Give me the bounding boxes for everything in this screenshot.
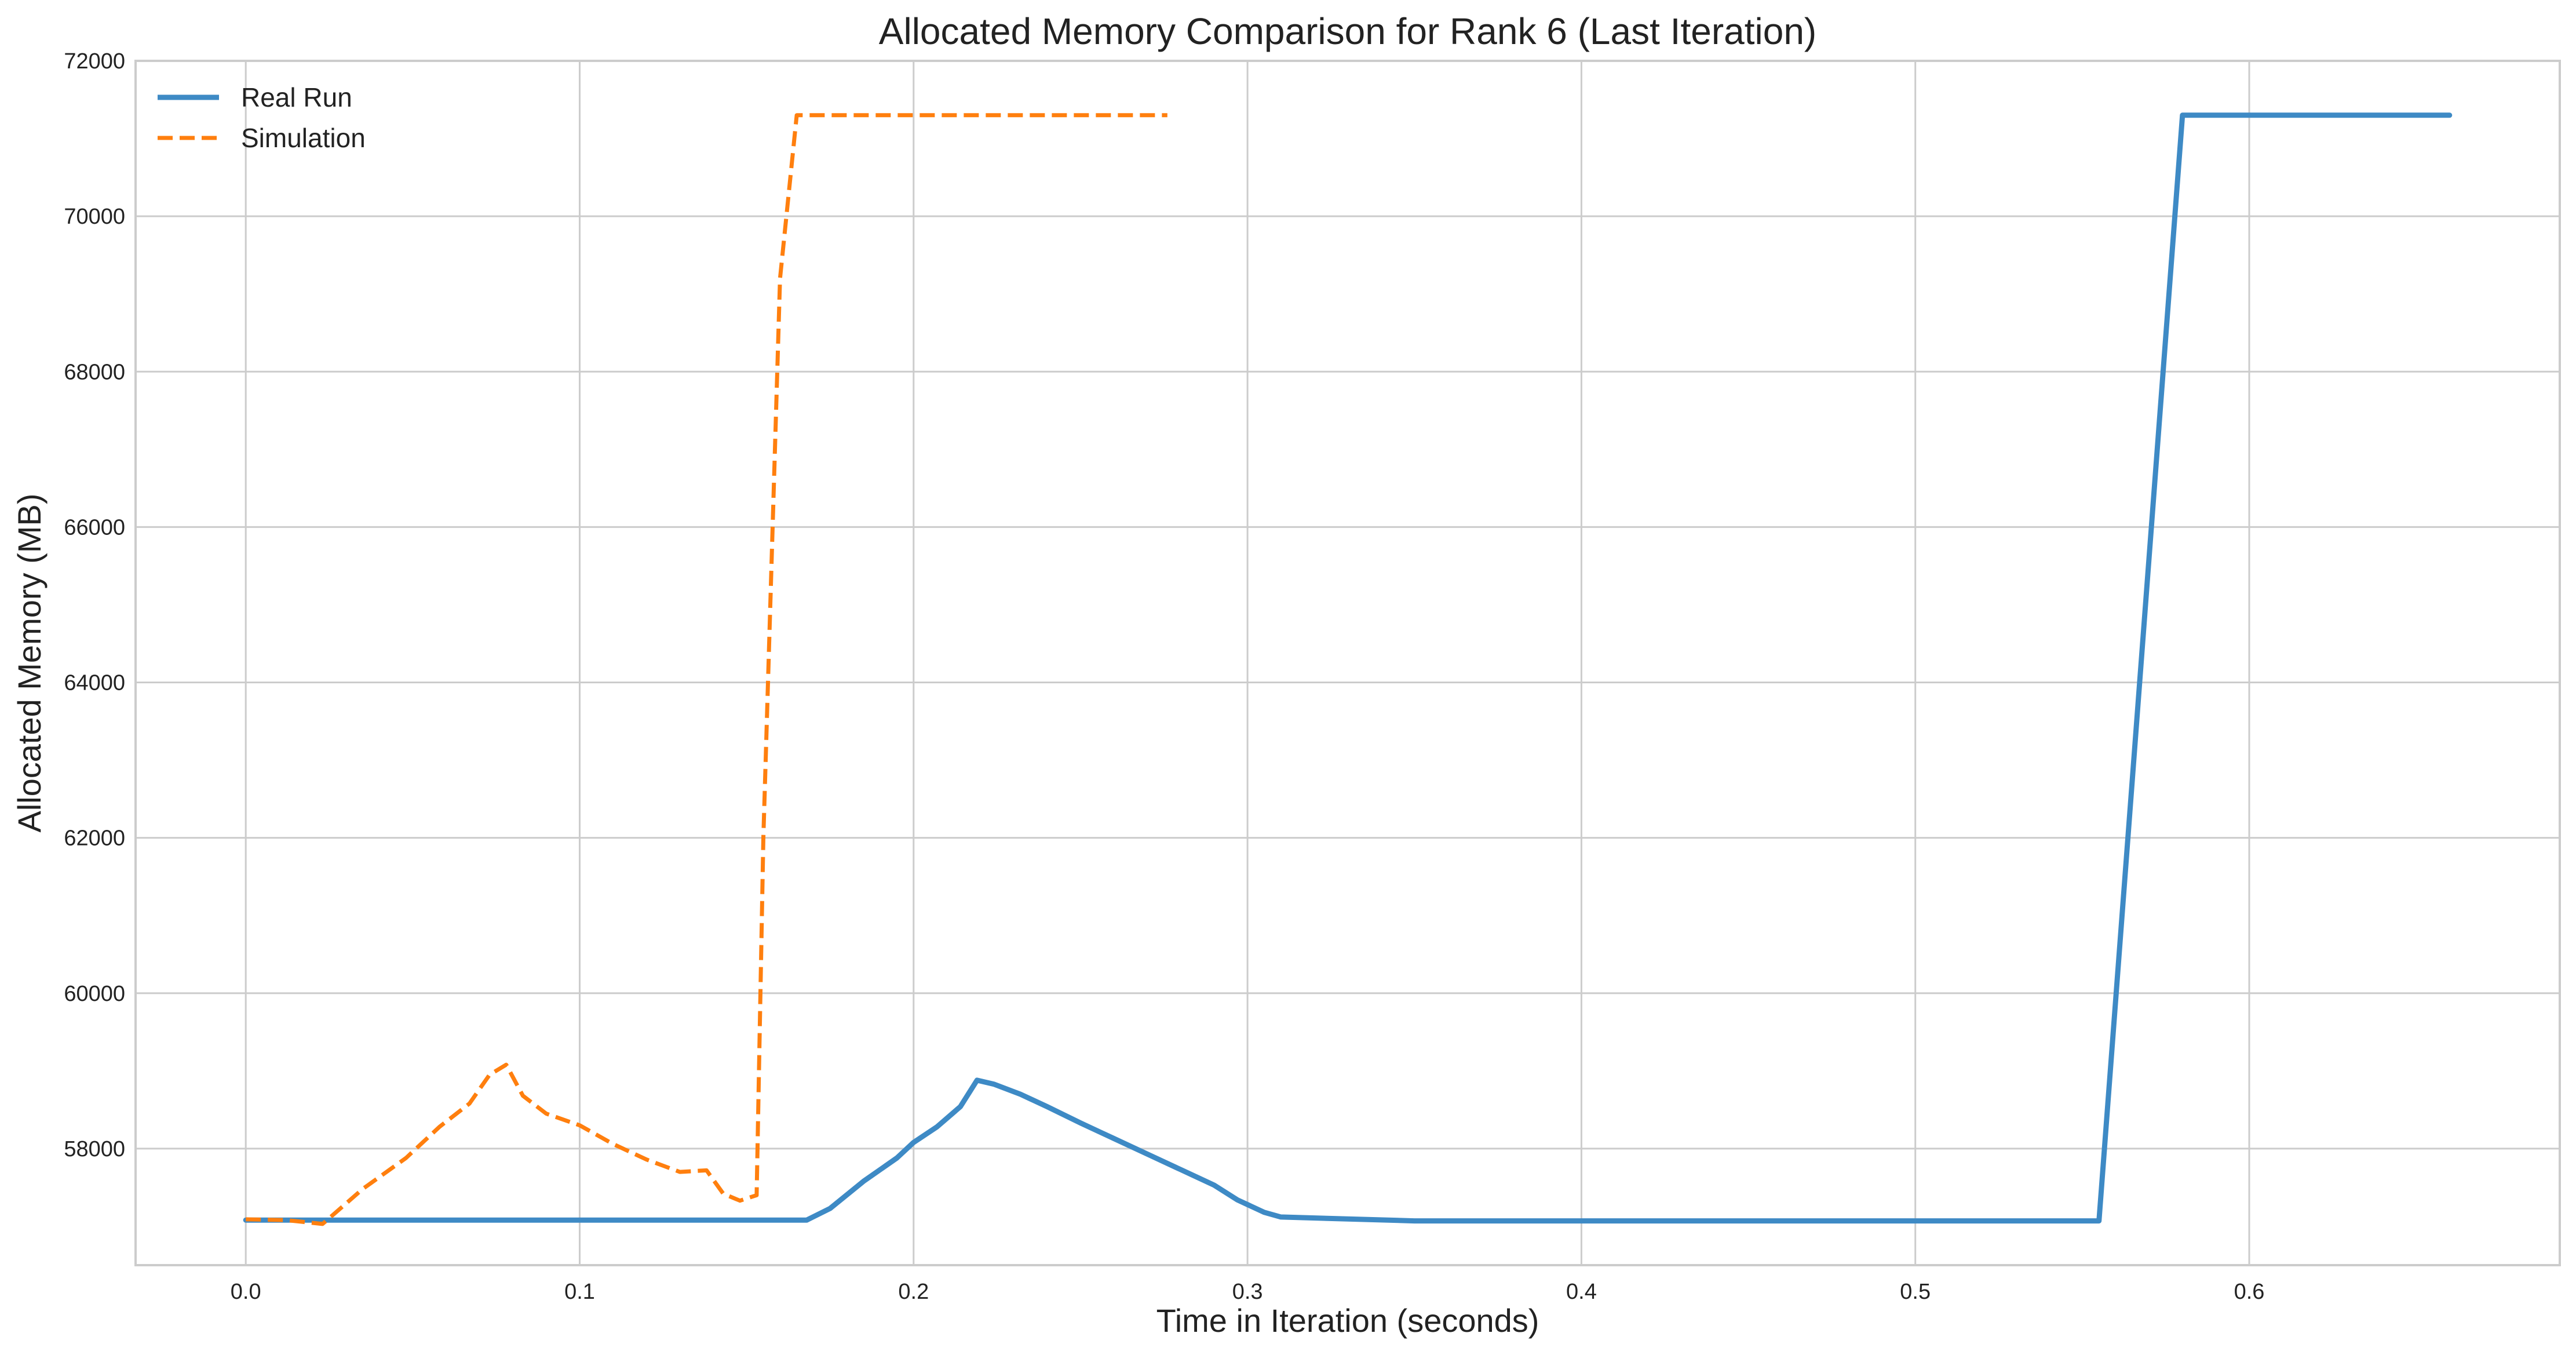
grid [136, 60, 2560, 1265]
x-tick-label: 0.3 [1232, 1280, 1263, 1304]
plot-area-frame [134, 60, 2561, 1266]
x-tick-label: 0.5 [1900, 1280, 1931, 1304]
y-axis-label: Allocated Memory (MB) [11, 493, 48, 832]
y-tick-label: 58000 [64, 1137, 125, 1161]
y-tick-label: 62000 [64, 826, 125, 851]
chart-title: Allocated Memory Comparison for Rank 6 (… [879, 10, 1816, 52]
y-tick-label: 70000 [64, 205, 125, 229]
x-tick-label: 0.1 [564, 1280, 595, 1304]
x-tick-label: 0.6 [2234, 1280, 2265, 1304]
y-tick-label: 68000 [64, 360, 125, 384]
x-tick-label: 0.0 [231, 1280, 261, 1304]
y-tick-label: 64000 [64, 671, 125, 695]
legend: Real Run Simulation [158, 82, 366, 153]
legend-label-real-run: Real Run [241, 82, 352, 112]
series-group [243, 112, 2453, 1226]
x-axis-label: Time in Iteration (seconds) [1156, 1302, 1539, 1339]
series-line-simulation [246, 113, 1167, 1226]
series-line-real-run [243, 112, 2453, 1224]
y-tick-label: 60000 [64, 982, 125, 1006]
x-tick-label: 0.2 [898, 1280, 929, 1304]
x-tick-label: 0.4 [1566, 1280, 1597, 1304]
y-tick-label: 72000 [64, 49, 125, 74]
y-tick-label: 66000 [64, 515, 125, 540]
legend-label-simulation: Simulation [241, 123, 366, 153]
tick-labels: 0.0 0.1 0.2 0.3 0.4 0.5 0.6 58000 60000 62000 6400… [64, 49, 2264, 1304]
